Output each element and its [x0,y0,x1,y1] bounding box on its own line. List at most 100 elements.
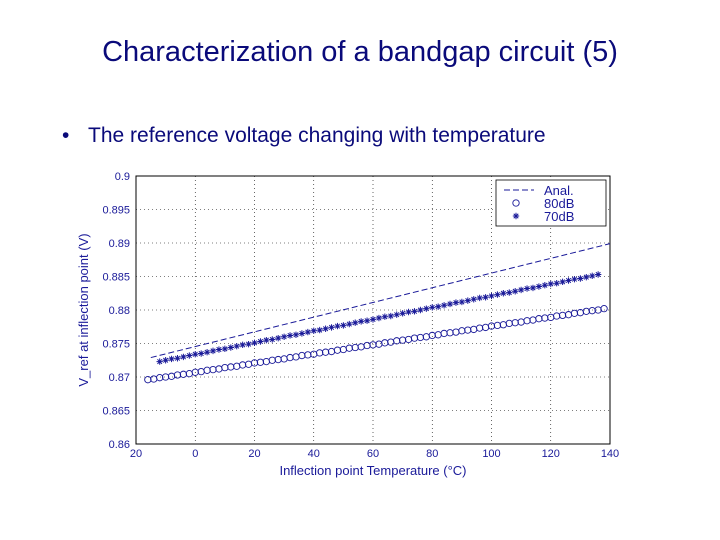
grid [136,176,610,444]
data-point-70db [316,326,323,334]
data-point-80db [582,307,590,315]
x-tick-label: 60 [367,448,379,460]
data-point-80db [304,351,312,359]
data-point-70db [523,285,531,292]
data-point-70db [292,331,300,338]
data-point-80db [517,318,525,326]
data-point-80db [600,305,608,313]
data-point-80db [547,313,555,322]
data-point-80db [505,319,513,328]
data-point-80db [458,327,466,335]
plot-frame [135,175,611,445]
legend-label: 70dB [544,209,574,224]
data-point-70db [429,304,436,311]
analytic-line [150,243,611,359]
data-point-70db [328,324,335,331]
data-point-70db [464,297,471,304]
data-point-80db [268,356,276,364]
data-point-70db [381,313,389,320]
y-tick-label: 0.885 [102,272,130,284]
data-point-70db [275,334,282,342]
data-point-80db [150,375,158,383]
data-point-70db [322,325,329,332]
data-point-70db [411,308,418,315]
x-tick-label: 80 [426,448,438,460]
data-point-70db [565,277,572,284]
data-point-80db [280,355,288,363]
data-point-70db [559,278,566,286]
data-point-80db [470,325,478,334]
data-point-70db [203,349,211,356]
data-point-80db [209,365,217,374]
x-tick-label: 0 [192,448,198,460]
data-point-80db [564,311,573,319]
y-tick-label: 0.865 [102,406,130,418]
data-point-80db [345,344,353,352]
data-point-70db [393,311,400,318]
data-point-70db [357,318,365,325]
data-point-80db [464,326,472,334]
x-tick-label: 20 [130,448,142,460]
data-point-80db [398,336,407,344]
data-point-80db [434,331,442,339]
data-point-70db [369,316,377,323]
legend-marker-star [512,212,520,220]
data-point-80db [387,338,395,346]
data-point-80db [238,361,247,369]
data-point-70db [298,330,306,337]
data-point-80db [339,345,348,354]
x-tick-label: 40 [308,448,320,460]
legend-label: 80dB [544,196,574,211]
data-point-70db [239,341,246,349]
y-axis-label: V_ref at inflection point (V) [76,233,91,386]
data-point-80db [452,328,460,336]
data-point-70db [399,310,406,317]
x-tick-label: 100 [482,448,500,460]
data-point-80db [416,333,425,342]
data-point-80db [511,319,519,327]
data-point-70db [233,342,240,350]
axis-ticks: 20 0 20 40 60 80 100 120 140 0.86 0.865 0.87 0.875 0.… [102,171,619,460]
data-point-80db [197,367,205,376]
data-point-70db [286,332,294,339]
data-point-70db [304,328,312,336]
series [144,243,611,384]
data-point-80db [156,374,164,382]
data-point-70db [434,303,442,310]
data-point-70db [452,299,460,306]
data-point-70db [500,290,507,297]
data-point-70db [334,322,341,330]
data-point-70db [512,288,519,295]
data-point-80db [179,370,188,378]
data-point-80db [493,321,502,330]
data-point-70db [174,355,181,362]
data-point-70db [583,273,590,281]
data-point-80db [256,358,265,366]
data-point-80db [428,331,436,340]
data-point-70db [197,350,205,357]
data-point-70db [517,286,525,294]
data-point-80db [167,372,176,380]
data-point-80db [244,360,253,368]
data-point-80db [227,363,235,371]
data-point-80db [262,357,270,366]
data-point-70db [594,271,602,278]
data-point-80db [410,334,419,342]
data-point-70db [547,280,554,288]
x-axis-label: Inflection point Temperature (°C) [279,463,466,478]
bullet-dot-icon: • [62,124,70,147]
data-point-80db [446,329,454,337]
data-point-70db [192,351,199,358]
data-point-80db [333,346,342,354]
data-point-80db [523,317,531,325]
data-point-70db [180,353,187,361]
data-point-80db [535,315,543,323]
data-point-80db [381,339,389,347]
data-point-80db [499,321,507,329]
data-point-70db [506,289,513,296]
data-point-70db [363,317,371,324]
data-point-70db [310,327,317,334]
data-point-70db [571,275,578,283]
data-point-70db [482,294,489,301]
